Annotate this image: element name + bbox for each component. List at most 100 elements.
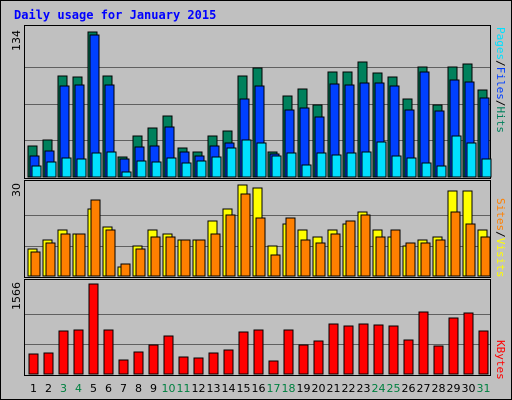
bar-pages-day-26 [406, 157, 417, 178]
bar-pages-day-11 [181, 162, 192, 178]
panel-kbytes-ymax-label: 1566 [10, 282, 23, 310]
bar-kbytes-day-6 [103, 329, 114, 375]
side-legend-hits-part-0: Pages [494, 27, 507, 60]
side-legend-kbytes-part-0: KBytes [494, 340, 507, 380]
bar-sites-day-10 [165, 236, 176, 277]
bar-files-day-27 [419, 71, 430, 178]
x-tick-label-day-14: 14 [222, 382, 236, 395]
chart-title: Daily usage for January 2015 [14, 8, 216, 22]
bar-pages-day-22 [346, 152, 357, 178]
x-tick-label-day-3: 3 [60, 382, 67, 395]
x-tick-label-day-22: 22 [342, 382, 356, 395]
side-legend-hits-part-1: / [494, 60, 507, 67]
bar-sites-day-26 [405, 242, 416, 277]
bar-kbytes-day-13 [208, 352, 219, 375]
side-legend-hits-part-3: / [494, 100, 507, 107]
side-legend-visits-part-2: Visits [494, 238, 507, 278]
x-tick-label-day-12: 12 [192, 382, 206, 395]
bar-sites-day-1 [30, 251, 41, 277]
bar-kbytes-day-22 [343, 325, 354, 375]
x-tick-label-day-13: 13 [207, 382, 221, 395]
bar-sites-day-9 [150, 236, 161, 277]
bar-pages-day-20 [316, 152, 327, 178]
bar-kbytes-day-24 [373, 324, 384, 375]
bar-sites-day-7 [120, 263, 131, 277]
bar-kbytes-day-10 [163, 335, 174, 375]
x-tick-label-day-4: 4 [75, 382, 82, 395]
x-tick-label-day-2: 2 [45, 382, 52, 395]
bar-pages-day-4 [76, 158, 87, 178]
panel-kbytes-bars [28, 283, 489, 375]
bar-sites-day-8 [135, 248, 146, 277]
side-legend-hits-part-4: Hits [494, 107, 507, 134]
bar-kbytes-day-21 [328, 323, 339, 375]
x-tick-label-day-9: 9 [150, 382, 157, 395]
bar-kbytes-day-23 [358, 323, 369, 375]
bar-kbytes-day-20 [313, 340, 324, 375]
bar-pages-day-9 [151, 161, 162, 178]
bar-kbytes-day-27 [418, 311, 429, 375]
x-tick-label-day-11: 11 [177, 382, 191, 395]
panel-hits-side-legend: Pages/Files/Hits [494, 27, 507, 133]
x-tick-label-day-19: 19 [297, 382, 311, 395]
x-tick-label-day-20: 20 [312, 382, 326, 395]
x-tick-label-day-5: 5 [90, 382, 97, 395]
panel-visits-ymax-label: 30 [10, 183, 23, 197]
bar-kbytes-day-3 [58, 330, 69, 375]
bar-sites-day-3 [60, 233, 71, 277]
x-axis-tick-labels: 1 2 3 4 5 6 7 8 9 10 11 12 13 14 15 16 17 18 19 20 21 22 23 24 2… [30, 382, 491, 395]
bar-pages-day-31 [481, 158, 492, 178]
bar-pages-day-6 [106, 151, 117, 178]
panel-visits-side-legend: Sites/Visits [494, 198, 507, 278]
bar-pages-day-19 [301, 164, 312, 178]
bar-sites-day-24 [375, 236, 386, 277]
bar-sites-day-17 [270, 254, 281, 277]
bar-pages-day-30 [466, 142, 477, 178]
panel-kbytes-side-legend: KBytes [494, 340, 507, 380]
x-tick-label-day-17: 17 [267, 382, 281, 395]
x-tick-label-day-31: 31 [477, 382, 491, 395]
bar-sites-day-31 [480, 236, 491, 277]
bar-kbytes-day-8 [133, 351, 144, 375]
x-tick-label-day-27: 27 [417, 382, 431, 395]
x-tick-label-day-16: 16 [252, 382, 266, 395]
x-tick-label-day-30: 30 [462, 382, 476, 395]
bar-sites-day-5 [90, 199, 101, 277]
bar-kbytes-day-18 [283, 329, 294, 375]
panel-visits-bars [27, 184, 491, 277]
bar-sites-day-11 [180, 239, 191, 277]
x-tick-label-day-23: 23 [357, 382, 371, 395]
bar-kbytes-day-19 [298, 344, 309, 375]
side-legend-visits-part-0: Sites [494, 198, 507, 231]
bar-sites-day-27 [420, 242, 431, 277]
bar-pages-day-2 [46, 161, 57, 178]
bar-kbytes-day-9 [148, 344, 159, 375]
bar-kbytes-day-4 [73, 329, 84, 375]
bar-kbytes-day-11 [178, 356, 189, 375]
bar-kbytes-day-7 [118, 359, 129, 375]
bar-sites-day-23 [360, 214, 371, 277]
bar-pages-day-23 [361, 151, 372, 178]
x-tick-label-day-21: 21 [327, 382, 341, 395]
bar-kbytes-day-14 [223, 349, 234, 375]
x-tick-label-day-29: 29 [447, 382, 461, 395]
x-tick-label-day-6: 6 [105, 382, 112, 395]
x-tick-label-day-25: 25 [387, 382, 401, 395]
bar-sites-day-4 [75, 233, 86, 277]
bar-kbytes-day-2 [43, 352, 54, 375]
bar-sites-day-29 [450, 211, 461, 277]
bar-sites-day-21 [330, 233, 341, 277]
bar-kbytes-day-1 [28, 353, 39, 375]
panel-kbytes: 1566 KBytes [10, 279, 507, 380]
bar-pages-day-3 [61, 157, 72, 178]
bar-pages-day-24 [376, 141, 387, 178]
bar-kbytes-day-31 [478, 330, 489, 375]
bar-sites-day-13 [210, 233, 221, 277]
bar-pages-day-18 [286, 152, 297, 178]
bar-kbytes-day-17 [268, 360, 279, 375]
bar-sites-day-18 [285, 217, 296, 277]
bar-pages-day-13 [211, 156, 222, 178]
bar-sites-day-30 [465, 223, 476, 277]
panel-visits: 30 Sites/Visits [10, 180, 507, 278]
